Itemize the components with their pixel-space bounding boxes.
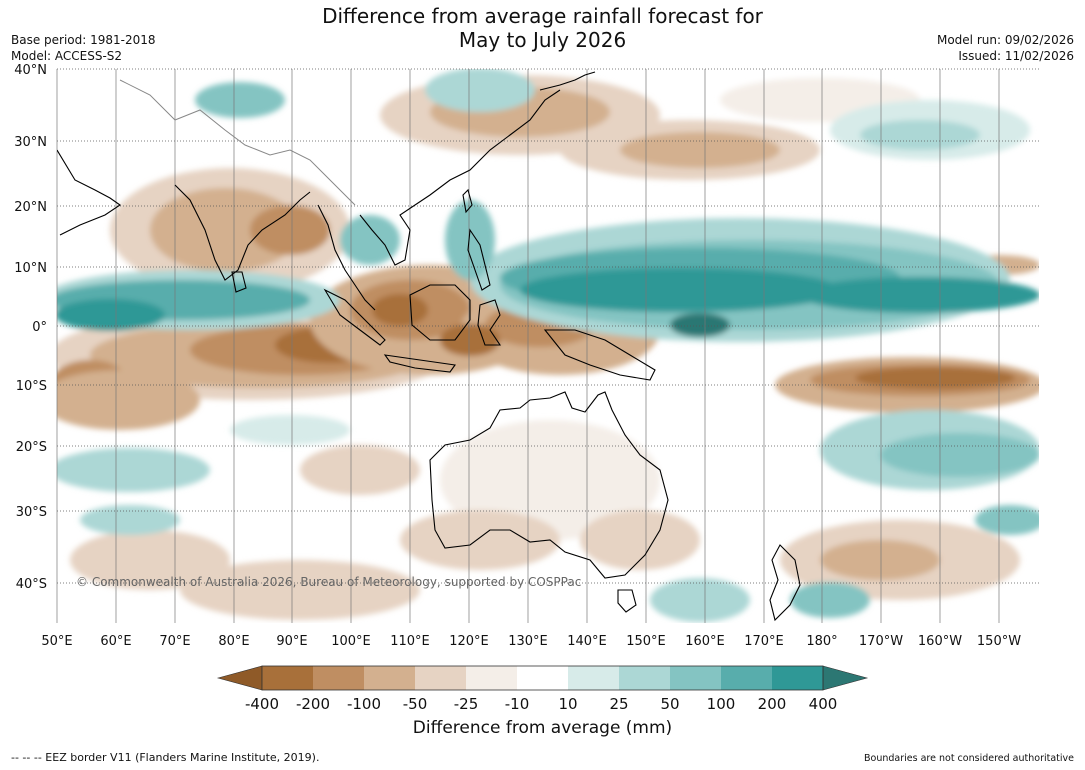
meridians (56, 69, 1000, 623)
lat-label: 20°N (14, 200, 47, 215)
colorbar-tick: -200 (296, 695, 330, 713)
colorbar-tick: -25 (454, 695, 479, 713)
colorbar-tick: -10 (505, 695, 530, 713)
colorbar-swatch (517, 666, 568, 690)
lon-label: 150°E (626, 634, 666, 649)
model-name: Model: ACCESS-S2 (11, 49, 123, 63)
country-borders (119, 79, 356, 206)
tasmania-coast (617, 589, 637, 613)
lon-label: 140°E (567, 634, 607, 649)
colorbar-tick: -100 (347, 695, 381, 713)
colorbar-tick: 25 (609, 695, 628, 713)
lon-label: 50°E (41, 634, 72, 649)
lon-label: 160°E (685, 634, 725, 649)
colorbar-tick: 200 (758, 695, 787, 713)
lon-label: 90°E (276, 634, 307, 649)
eez-border-note: -- -- -- EEZ border V11 (Flanders Marine… (11, 751, 320, 764)
lat-label: 20°S (16, 440, 47, 455)
colorbar-swatch (364, 666, 415, 690)
india-coast (174, 184, 311, 281)
arabia-coast (57, 149, 121, 236)
philippines-coast (467, 228, 491, 291)
latitude-labels: 40°N 30°N 20°N 10°N 0° 10°S 20°S 30°S 40… (14, 63, 47, 592)
coastlines (57, 71, 801, 622)
colorbar-tick: 50 (660, 695, 679, 713)
colorbar-tick: 400 (809, 695, 838, 713)
lon-label: 170°E (744, 634, 784, 649)
sumatra-coast (323, 288, 386, 346)
lat-label: 30°N (14, 135, 47, 150)
title-line-2: May to July 2026 (458, 28, 627, 52)
colorbar-swatch (415, 666, 466, 690)
lon-label: 60°E (100, 634, 131, 649)
lat-label: 10°N (14, 261, 47, 276)
lon-label: 180° (806, 634, 837, 649)
lon-label: 130°E (508, 634, 548, 649)
australia-coast (429, 391, 669, 579)
longitude-labels: 50°E 60°E 70°E 80°E 90°E 100°E 110°E 120… (41, 634, 1021, 649)
colorbar-swatch (466, 666, 517, 690)
colorbar-swatch (313, 666, 364, 690)
boundaries-disclaimer: Boundaries are not considered authoritat… (864, 753, 1074, 764)
borneo-coast (409, 284, 471, 341)
colorbar-tick: 100 (707, 695, 736, 713)
colorbar-swatch (772, 666, 823, 690)
lon-label: 120°E (449, 634, 489, 649)
lon-label: 150°W (977, 634, 1021, 649)
lat-label: 0° (32, 320, 47, 335)
colorbar-title: Difference from average (mm) (412, 718, 673, 738)
title-line-1: Difference from average rainfall forecas… (322, 4, 763, 28)
lon-label: 100°E (331, 634, 371, 649)
new-zealand-coast (769, 544, 801, 622)
java-coast (383, 354, 456, 373)
lat-label: 40°S (16, 577, 47, 592)
sulawesi-coast (477, 299, 502, 346)
new-guinea-coast (543, 329, 656, 381)
sri-lanka-coast (231, 271, 247, 293)
lon-label: 70°E (159, 634, 190, 649)
colorbar-tick: -400 (245, 695, 279, 713)
meta-right: Model run: 09/02/2026 Issued: 11/02/2026 (937, 32, 1074, 64)
taiwan-coast (462, 188, 473, 214)
meta-left: Base period: 1981-2018 Model: ACCESS-S2 (11, 32, 156, 64)
japan-coast (539, 71, 596, 91)
issued-date: Issued: 11/02/2026 (958, 49, 1074, 63)
lon-label: 80°E (218, 634, 249, 649)
lat-label: 10°S (16, 379, 47, 394)
colorbar-tick-labels: -400 -200 -100 -50 -25 -10 10 25 50 100 … (245, 695, 837, 713)
colorbar: -400 -200 -100 -50 -25 -10 10 25 50 100 … (216, 665, 869, 713)
lon-label: 160°W (918, 634, 962, 649)
colorbar-swatch (568, 666, 619, 690)
colorbar-tick: -50 (403, 695, 428, 713)
colorbar-min-arrow (216, 665, 263, 691)
lat-label: 30°S (16, 505, 47, 520)
colorbar-swatch (670, 666, 721, 690)
colorbar-max-arrow (822, 665, 869, 691)
base-period: Base period: 1981-2018 (11, 33, 156, 47)
indochina-coast (317, 89, 561, 311)
colorbar-swatch (721, 666, 772, 690)
colorbar-swatch (262, 666, 313, 690)
model-run: Model run: 09/02/2026 (936, 33, 1074, 47)
map-title: Difference from average rainfall forecas… (0, 4, 1085, 52)
copyright-notice: © Commonwealth of Australia 2026, Bureau… (76, 575, 581, 589)
lon-label: 170°W (859, 634, 903, 649)
colorbar-swatch (619, 666, 670, 690)
colorbar-tick: 10 (558, 695, 577, 713)
lon-label: 110°E (390, 634, 430, 649)
rainfall-field (57, 69, 1039, 623)
lat-label: 40°N (14, 63, 47, 78)
